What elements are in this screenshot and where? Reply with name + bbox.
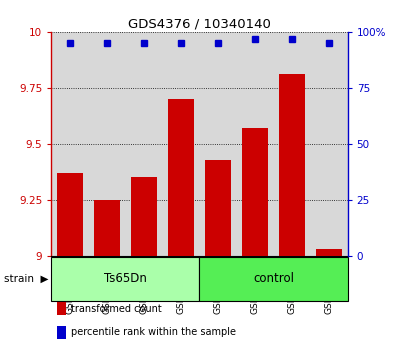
Bar	[94, 200, 120, 256]
Bar	[242, 128, 268, 256]
Text: transformed count: transformed count	[71, 304, 161, 314]
Text: Ts65Dn: Ts65Dn	[104, 272, 147, 285]
Bar	[168, 99, 194, 256]
Bar	[57, 326, 66, 339]
Bar	[205, 160, 231, 256]
Text: control: control	[253, 272, 294, 285]
Text: percentile rank within the sample: percentile rank within the sample	[71, 327, 235, 337]
Title: GDS4376 / 10340140: GDS4376 / 10340140	[128, 18, 271, 31]
Text: strain  ▶: strain ▶	[4, 274, 49, 284]
Bar	[131, 177, 157, 256]
Bar	[199, 257, 348, 301]
Bar	[57, 302, 66, 315]
Bar	[316, 249, 342, 256]
Bar	[57, 173, 83, 256]
Bar	[51, 257, 199, 301]
Bar	[279, 74, 305, 256]
